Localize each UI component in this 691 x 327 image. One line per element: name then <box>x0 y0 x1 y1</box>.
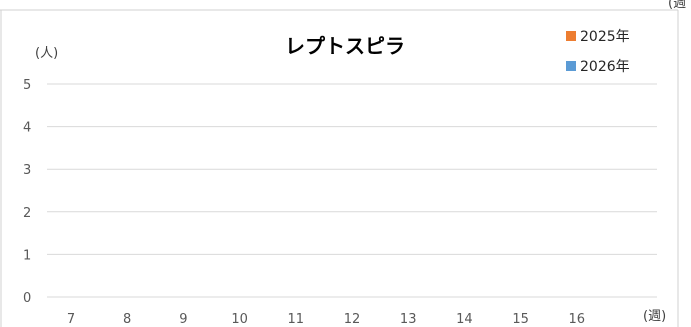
x-axis-unit: (週) <box>643 309 666 324</box>
y-tick-label: 3 <box>23 163 31 178</box>
y-tick-label: 2 <box>23 206 31 221</box>
gridlines <box>47 83 657 298</box>
x-tick-label: 13 <box>400 312 417 327</box>
y-axis-ticks: 0 1 2 3 4 5 <box>23 78 31 306</box>
x-tick-label: 10 <box>231 312 248 327</box>
x-tick-label: 7 <box>67 312 75 327</box>
x-tick-label: 8 <box>123 312 131 327</box>
x-tick-label: 11 <box>288 312 305 327</box>
chart-title: レプトスピラ <box>285 34 405 58</box>
y-axis-unit: (人) <box>35 46 58 61</box>
legend-swatch <box>566 61 576 71</box>
top-right-fragment: (週 <box>668 0 686 11</box>
x-tick-label: 14 <box>456 312 473 327</box>
y-tick-label: 0 <box>23 291 31 306</box>
legend-label: 2026年 <box>580 59 630 75</box>
legend-label: 2025年 <box>580 29 630 45</box>
x-tick-label: 12 <box>344 312 361 327</box>
x-tick-label: 15 <box>512 312 529 327</box>
legend: 2025年 2026年 <box>566 29 630 75</box>
y-tick-label: 4 <box>23 121 31 136</box>
x-tick-label: 16 <box>569 312 586 327</box>
y-tick-label: 5 <box>23 78 31 93</box>
y-tick-label: 1 <box>23 248 31 263</box>
x-axis-ticks: 7 8 9 10 11 12 13 14 15 16 <box>67 312 585 327</box>
x-tick-label: 9 <box>179 312 187 327</box>
legend-swatch <box>566 31 576 41</box>
